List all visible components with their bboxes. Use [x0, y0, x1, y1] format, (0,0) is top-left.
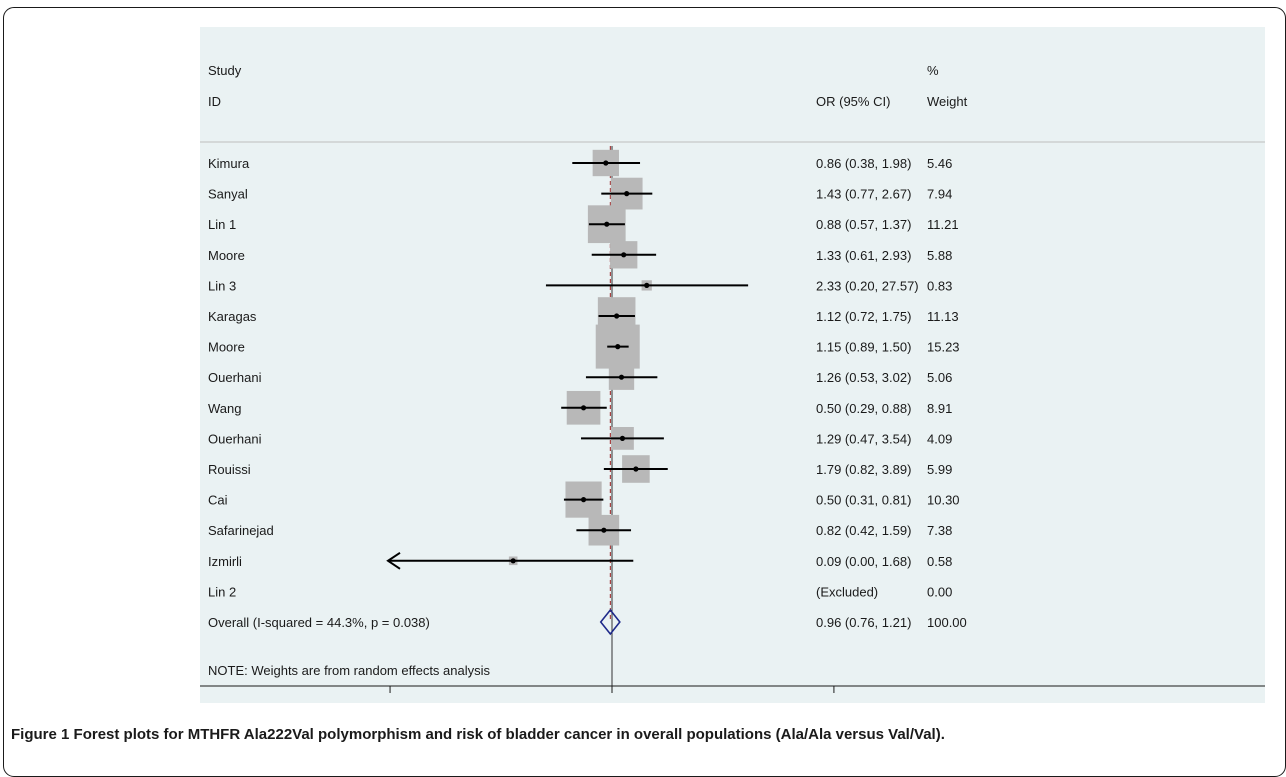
study-label: Lin 3	[208, 278, 236, 293]
overall-or-ci-text: 0.96 (0.76, 1.21)	[816, 615, 911, 630]
study-label: Cai	[208, 493, 228, 508]
weight-text: 4.09	[927, 431, 952, 446]
study-label: Moore	[208, 340, 245, 355]
study-label: Sanyal	[208, 187, 248, 202]
weight-text: 10.30	[927, 493, 960, 508]
header-or-ci: OR (95% CI)	[816, 94, 890, 109]
weight-text: 5.88	[927, 248, 952, 263]
study-label: Ouerhani	[208, 370, 262, 385]
point-estimate	[604, 221, 610, 227]
or-ci-text: 0.82 (0.42, 1.59)	[816, 523, 911, 538]
or-ci-text: 0.86 (0.38, 1.98)	[816, 156, 911, 171]
note-text: NOTE: Weights are from random effects an…	[208, 663, 491, 678]
study-label: Safarinejad	[208, 523, 274, 538]
point-estimate	[621, 252, 627, 258]
point-estimate	[644, 282, 650, 288]
weight-text: 5.46	[927, 156, 952, 171]
point-estimate	[619, 435, 626, 441]
point-estimate	[603, 160, 609, 166]
point-estimate	[633, 466, 639, 472]
or-ci-text: (Excluded)	[816, 584, 878, 599]
weight-text: 0.58	[927, 554, 952, 569]
study-label: Wang	[208, 401, 241, 416]
weight-text: 5.99	[927, 462, 952, 477]
study-label: Kimura	[208, 156, 250, 171]
or-ci-text: 0.09 (0.00, 1.68)	[816, 554, 911, 569]
study-label: Karagas	[208, 309, 257, 324]
point-estimate	[510, 558, 516, 564]
weight-text: 0.00	[927, 584, 952, 599]
weight-text: 15.23	[927, 340, 960, 355]
header-id: ID	[208, 94, 221, 109]
plot-panel	[200, 27, 1265, 703]
weight-text: 0.83	[927, 278, 952, 293]
x-tick-label: 1	[608, 702, 615, 703]
or-ci-text: 0.50 (0.31, 0.81)	[816, 493, 911, 508]
weight-text: 7.94	[927, 187, 952, 202]
overall-weight-text: 100.00	[927, 615, 967, 630]
or-ci-text: 1.12 (0.72, 1.75)	[816, 309, 911, 324]
x-tick-label: 223	[823, 702, 845, 703]
x-tick-label: .00448	[370, 702, 410, 703]
caption-label: Figure 1	[11, 726, 70, 743]
point-estimate	[580, 497, 587, 503]
or-ci-text: 0.88 (0.57, 1.37)	[816, 217, 911, 232]
point-estimate	[614, 313, 620, 319]
x-axis: .00448 1 223	[370, 686, 845, 703]
point-estimate	[601, 527, 607, 533]
study-label: Izmirli	[208, 554, 242, 569]
forest-marks: Kimura 0.86 (0.38, 1.98) 5.46 Sanyal 1.43 (0…	[208, 146, 967, 686]
or-ci-text: 1.33 (0.61, 2.93)	[816, 248, 911, 263]
study-label: Rouissi	[208, 462, 251, 477]
point-estimate	[624, 191, 630, 197]
study-label: Lin 2	[208, 584, 236, 599]
forest-plot: Study ID OR (95% CI) % Weight Kimura 0.86…	[200, 63, 1265, 703]
ci-truncation-arrow	[386, 551, 401, 570]
point-estimate	[580, 405, 587, 411]
study-label: Lin 1	[208, 217, 236, 232]
or-ci-text: 1.43 (0.77, 2.67)	[816, 187, 911, 202]
weight-text: 7.38	[927, 523, 952, 538]
overall-label: Overall (I-squared = 44.3%, p = 0.038)	[208, 615, 430, 630]
or-ci-text: 1.15 (0.89, 1.50)	[816, 340, 911, 355]
or-ci-text: 2.33 (0.20, 27.57)	[816, 278, 919, 293]
weight-text: 8.91	[927, 401, 952, 416]
or-ci-text: 1.79 (0.82, 3.89)	[816, 462, 911, 477]
weight-text: 11.21	[927, 217, 959, 232]
weight-text: 5.06	[927, 370, 952, 385]
weight-text: 11.13	[927, 309, 959, 324]
point-estimate	[618, 374, 625, 380]
caption-text: Forest plots for MTHFR Ala222Val polymor…	[69, 726, 945, 743]
header-weight-percent: %	[927, 63, 939, 78]
point-estimate	[615, 344, 621, 350]
or-ci-text: 1.26 (0.53, 3.02)	[816, 370, 911, 385]
study-label: Ouerhani	[208, 431, 262, 446]
header-study: Study	[208, 63, 242, 78]
figure-caption: Figure 1 Forest plots for MTHFR Ala222Va…	[11, 726, 1281, 743]
header-weight: Weight	[927, 94, 968, 109]
or-ci-text: 1.29 (0.47, 3.54)	[816, 431, 911, 446]
overall-diamond	[599, 608, 621, 636]
study-label: Moore	[208, 248, 245, 263]
or-ci-text: 0.50 (0.29, 0.88)	[816, 401, 911, 416]
